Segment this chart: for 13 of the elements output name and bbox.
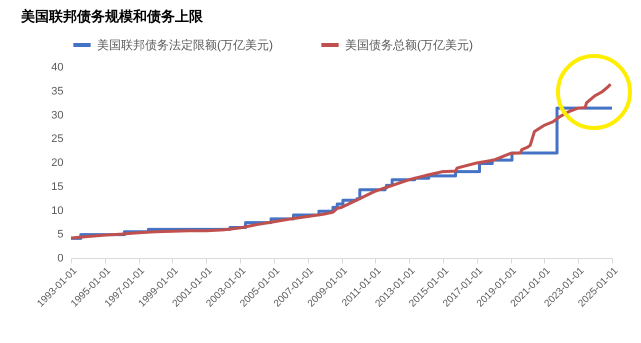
legend-label: 美国债务总额(万亿美元) <box>345 38 473 52</box>
y-tick-label: 5 <box>57 228 64 241</box>
line-series <box>71 82 612 240</box>
y-tick-label: 10 <box>51 204 64 217</box>
legend-label: 美国联邦债务法定限额(万亿美元) <box>97 38 273 52</box>
chart-title: 美国联邦债务规模和债务上限 <box>20 8 204 24</box>
y-tick-label: 30 <box>51 109 64 122</box>
y-tick-label: 35 <box>51 85 64 98</box>
y-tick-label: 20 <box>51 157 64 169</box>
y-tick-label: 25 <box>51 133 64 146</box>
y-tick-label: 40 <box>51 62 64 74</box>
y-tick-label: 15 <box>51 180 64 193</box>
y-tick-label: 0 <box>57 252 64 264</box>
